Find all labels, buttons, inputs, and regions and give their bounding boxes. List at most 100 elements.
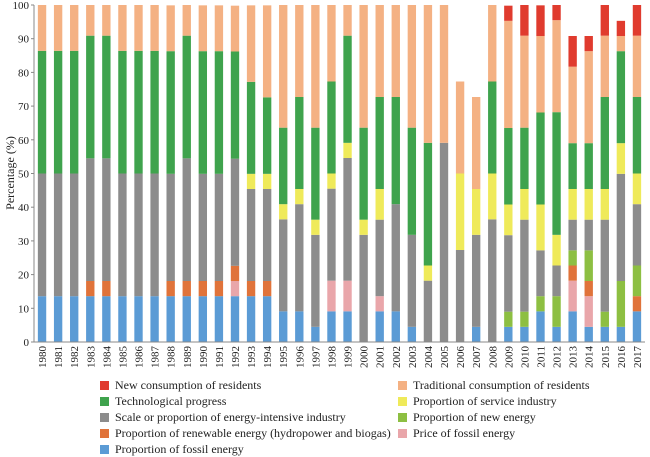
bar-segment	[520, 219, 529, 312]
bar-segment	[37, 5, 47, 51]
x-axis: 1980 1981 1982 1983 1984 1985 1986 1987 1988 1989…	[34, 341, 645, 369]
bar-segment	[343, 5, 352, 36]
bar-segment	[504, 5, 513, 21]
y-tick-label: 90	[18, 34, 30, 46]
bar-segment	[600, 326, 609, 342]
bar-segment	[552, 20, 561, 113]
bar-segment	[246, 81, 256, 174]
bar-segment	[37, 173, 47, 297]
legend-label: New consumption of residents	[115, 378, 262, 392]
bar-segment	[407, 5, 417, 128]
bar-segment	[53, 5, 63, 51]
bar-segment	[455, 173, 465, 250]
bar-segment	[632, 97, 642, 174]
bar-segment	[488, 173, 497, 220]
y-tick-label: 20	[18, 270, 30, 282]
bar-segment	[488, 81, 497, 174]
y-tick-label: 10	[18, 303, 30, 315]
bar-segment	[359, 219, 368, 235]
bar-segment	[584, 281, 593, 297]
bar-segment	[536, 112, 545, 205]
bar-segment	[471, 189, 481, 235]
bar-segment	[568, 265, 577, 281]
legend-item: Proportion of fossil energy	[100, 442, 244, 457]
bar-segment	[391, 5, 400, 97]
bar-segment	[198, 173, 208, 282]
x-tick-label: 2014	[584, 346, 596, 369]
bar-segment	[391, 311, 400, 342]
bars	[37, 5, 642, 342]
bar-segment	[53, 50, 63, 174]
bar-segment	[246, 281, 256, 297]
x-tick-label: 2012	[552, 346, 564, 368]
bar-segment	[327, 280, 336, 312]
bar-segment	[118, 296, 127, 342]
bar-segment	[632, 296, 642, 312]
bar-segment	[150, 173, 159, 297]
bar-segment	[182, 158, 191, 281]
x-tick-label: 2002	[391, 346, 403, 368]
bar-segment	[37, 296, 47, 342]
x-tick-label: 2004	[423, 346, 435, 369]
bar-segment	[279, 219, 288, 312]
bar-segment	[246, 5, 256, 82]
bar-stack-2014	[584, 36, 593, 342]
x-tick-label: 1983	[85, 346, 97, 369]
bar-stack-2013	[568, 36, 577, 342]
x-tick-label: 2003	[407, 346, 419, 369]
bar-segment	[488, 219, 497, 342]
bar-segment	[118, 173, 127, 297]
bar-segment	[359, 5, 368, 128]
bar-segment	[262, 281, 272, 297]
bar-segment	[504, 204, 513, 236]
bar-stack-2010	[520, 5, 529, 342]
bar-segment	[182, 281, 191, 297]
bar-segment	[295, 97, 304, 189]
legend-item: New consumption of residents	[100, 378, 261, 393]
bar-segment	[86, 35, 95, 159]
bar-segment	[230, 281, 240, 297]
bar-segment	[584, 326, 593, 342]
bar-segment	[520, 189, 529, 220]
legend-swatch	[398, 429, 407, 438]
bar-segment	[520, 326, 529, 342]
legend-swatch	[100, 429, 109, 438]
bar-segment	[118, 50, 127, 174]
bar-segment	[327, 81, 336, 174]
bar-segment	[536, 5, 545, 37]
bar-segment	[536, 36, 545, 113]
bar-segment	[423, 142, 433, 266]
y-tick-label: 60	[18, 135, 30, 147]
legend-swatch	[100, 397, 109, 406]
bar-segment	[359, 127, 368, 220]
bar-segment	[343, 280, 352, 312]
bar-segment	[262, 97, 272, 174]
bar-stack-2016	[616, 20, 626, 342]
legend-item: Proportion of service industry	[398, 394, 557, 409]
bar-stack-1981	[53, 5, 63, 342]
bar-segment	[536, 250, 545, 297]
bar-segment	[375, 296, 384, 312]
bar-segment	[214, 173, 224, 282]
bar-segment	[616, 51, 626, 144]
bar-segment	[504, 235, 513, 312]
legend-label: Proportion of service industry	[413, 394, 557, 408]
bar-segment	[520, 5, 529, 36]
bar-segment	[616, 281, 626, 327]
bar-segment	[53, 296, 63, 342]
bar-segment	[230, 51, 240, 159]
bar-stack-2006	[455, 81, 465, 342]
bar-stack-1989	[182, 5, 191, 342]
bar-segment	[375, 189, 384, 220]
x-tick-label: 1992	[230, 346, 242, 368]
bar-segment	[632, 265, 642, 297]
bar-segment	[150, 296, 159, 342]
bar-segment	[584, 296, 593, 327]
bar-segment	[295, 311, 304, 342]
x-tick-label: 2008	[487, 346, 499, 369]
bar-segment	[134, 173, 143, 297]
bar-segment	[262, 5, 272, 98]
bar-segment	[198, 281, 208, 297]
bar-segment	[230, 158, 240, 266]
bar-segment	[568, 311, 577, 342]
